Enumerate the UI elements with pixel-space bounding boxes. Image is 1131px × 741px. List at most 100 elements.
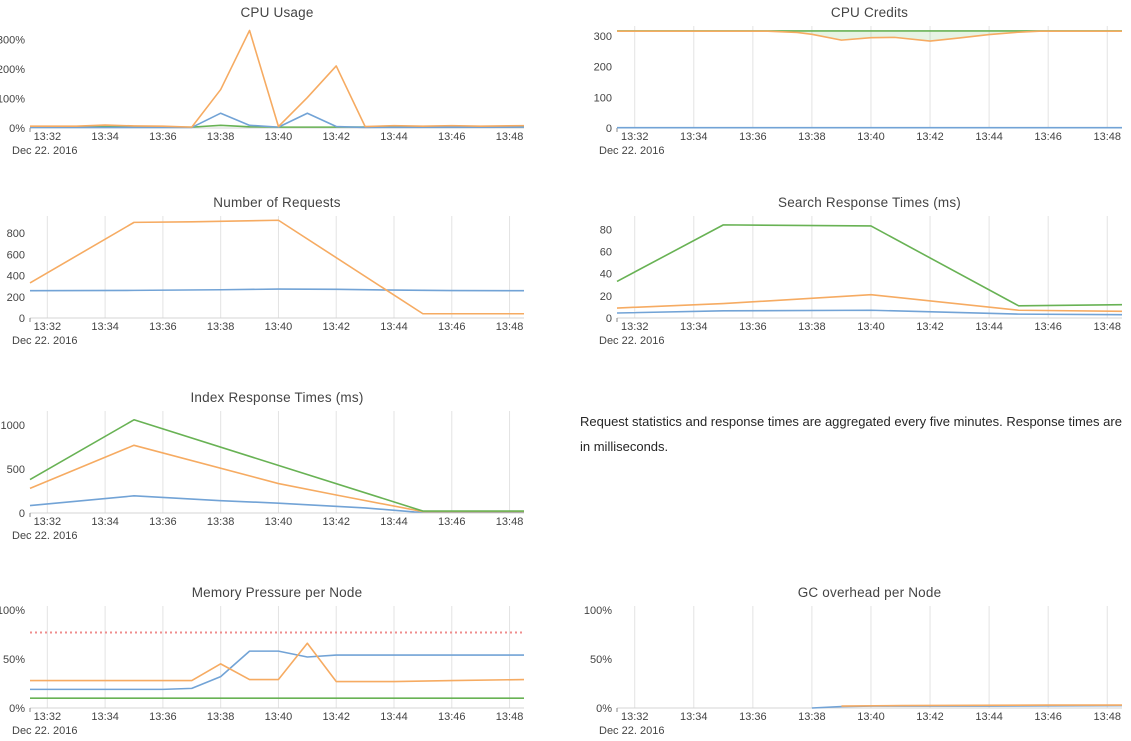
x-tick-label: 13:40 xyxy=(265,321,293,333)
x-tick-label: 13:40 xyxy=(857,711,885,723)
x-tick-label: 13:36 xyxy=(149,131,177,143)
date-label: Dec 22. 2016 xyxy=(12,725,77,737)
chart-search-response-times: Search Response Times (ms) 0 20 40 60 80 13:3… xyxy=(565,190,1131,350)
series-orange-line xyxy=(29,219,524,315)
memory-pressure-per-node-plot[interactable]: 0% 50% 100% 13:32 13:34 13:36 13:38 13:40 13:42 1… xyxy=(0,580,565,741)
series-orange-line xyxy=(30,642,525,683)
series-orange-line xyxy=(841,704,1122,707)
x-tick-label: 13:44 xyxy=(380,321,408,333)
x-tick-label: 13:46 xyxy=(438,131,466,143)
series-orange-line xyxy=(617,30,1122,42)
y-tick-label: 0 xyxy=(19,508,25,520)
y-tick-label: 200 xyxy=(594,62,612,74)
x-tick-label: 13:32 xyxy=(34,321,62,333)
x-tick-label: 13:40 xyxy=(857,321,885,333)
chart-title: CPU Usage xyxy=(240,5,314,20)
chart-title: CPU Credits xyxy=(830,5,909,20)
y-tick-label: 200 xyxy=(7,292,25,304)
series-blue-line xyxy=(29,495,525,513)
x-tick-label: 13:32 xyxy=(34,516,62,528)
x-tick-label: 13:40 xyxy=(857,131,885,143)
x-tick-label: 13:34 xyxy=(91,711,119,723)
x-tick-label: 13:32 xyxy=(621,711,649,723)
x-tick-label: 13:34 xyxy=(680,711,708,723)
series-blue-line xyxy=(30,650,524,691)
x-tick-label: 13:34 xyxy=(91,131,119,143)
y-tick-label: 1000 xyxy=(1,420,25,432)
x-tick-label: 13:32 xyxy=(621,321,649,333)
cpu-credits-plot[interactable]: 0 100 200 300 13:32 13:34 13:36 13:38 13:40 13:42… xyxy=(565,0,1131,160)
chart-title: GC overhead per Node xyxy=(797,585,942,600)
y-tick-label: 100% xyxy=(0,93,25,105)
x-tick-label: 13:42 xyxy=(916,131,944,143)
y-tick-label: 100 xyxy=(594,92,612,104)
x-tick-label: 13:46 xyxy=(438,516,466,528)
y-tick-label: 0% xyxy=(596,703,612,715)
series-green-line xyxy=(29,418,524,512)
gc-overhead-per-node-plot[interactable]: 0% 50% 100% 13:32 13:34 13:36 13:38 13:40 13:42 1… xyxy=(565,580,1131,741)
number-of-requests-plot[interactable]: 0 200 400 600 800 13:32 13:34 13:36 13:38 13:40 13… xyxy=(0,190,565,350)
chart-title: Memory Pressure per Node xyxy=(191,585,363,600)
chart-index-response-times: Index Response Times (ms) 0 500 1000 13:32 1… xyxy=(0,385,565,545)
credits-band-fill xyxy=(617,30,1122,42)
y-tick-label: 0 xyxy=(19,313,25,325)
x-tick-label: 13:42 xyxy=(916,711,944,723)
chart-gc-overhead-per-node: GC overhead per Node 0% 50% 100% 13:32 13:34… xyxy=(565,580,1131,741)
x-tick-label: 13:38 xyxy=(207,516,235,528)
x-tick-label: 13:48 xyxy=(496,516,524,528)
x-tick-label: 13:40 xyxy=(265,711,293,723)
cpu-usage-plot[interactable]: 0% 100% 200% 300% 13:32 13:34 13:36 13:38 13:40 1… xyxy=(0,0,565,160)
x-tick-label: 13:48 xyxy=(1093,131,1121,143)
y-tick-label: 0 xyxy=(606,313,612,325)
date-label: Dec 22. 2016 xyxy=(12,530,77,542)
x-tick-label: 13:44 xyxy=(975,321,1003,333)
x-tick-label: 13:42 xyxy=(322,516,350,528)
search-response-times-plot[interactable]: 0 20 40 60 80 13:32 13:34 13:36 13:38 13:40 13:42 1… xyxy=(565,190,1131,350)
note: Request statistics and response times ar… xyxy=(565,385,1131,545)
y-tick-label: 400 xyxy=(7,271,25,283)
y-tick-label: 20 xyxy=(600,291,612,303)
y-tick-label: 800 xyxy=(7,228,25,240)
x-tick-label: 13:46 xyxy=(438,711,466,723)
y-tick-label: 100% xyxy=(0,605,25,617)
y-tick-label: 0% xyxy=(9,703,25,715)
chart-memory-pressure-per-node: Memory Pressure per Node 0% 50% 100% 13:32 1… xyxy=(0,580,565,741)
x-tick-label: 13:38 xyxy=(798,131,826,143)
y-tick-label: 50% xyxy=(3,654,25,666)
y-tick-label: 0% xyxy=(9,123,25,135)
x-tick-label: 13:44 xyxy=(975,131,1003,143)
index-response-times-plot[interactable]: 0 500 1000 13:32 13:34 13:36 13:38 13:40 13:42 13… xyxy=(0,385,565,545)
y-tick-label: 300 xyxy=(594,31,612,43)
y-tick-label: 60 xyxy=(600,246,612,258)
date-label: Dec 22. 2016 xyxy=(599,725,664,737)
series-green-line xyxy=(616,224,1123,307)
x-tick-label: 13:36 xyxy=(149,711,177,723)
y-tick-label: 100% xyxy=(584,605,612,617)
x-tick-label: 13:38 xyxy=(798,711,826,723)
chart-number-of-requests: Number of Requests 0 200 400 600 800 13:32 13:… xyxy=(0,190,565,350)
note-text: Request statistics and response times ar… xyxy=(580,414,1122,454)
x-tick-label: 13:40 xyxy=(265,131,293,143)
x-tick-label: 13:42 xyxy=(322,321,350,333)
y-tick-label: 600 xyxy=(7,249,25,261)
x-tick-label: 13:34 xyxy=(91,516,119,528)
x-tick-label: 13:38 xyxy=(207,711,235,723)
series-orange-line xyxy=(29,444,524,513)
chart-cpu-usage: CPU Usage 0% 100% 200% 300% 13:32 13:34 13:36 1… xyxy=(0,0,565,160)
x-tick-label: 13:34 xyxy=(91,321,119,333)
x-tick-label: 13:32 xyxy=(34,131,62,143)
x-tick-label: 13:42 xyxy=(322,711,350,723)
x-tick-label: 13:44 xyxy=(380,131,408,143)
y-tick-label: 40 xyxy=(600,269,612,281)
y-tick-label: 500 xyxy=(7,464,25,476)
x-tick-label: 13:42 xyxy=(916,321,944,333)
date-label: Dec 22. 2016 xyxy=(599,145,664,157)
x-tick-label: 13:36 xyxy=(739,321,767,333)
x-tick-label: 13:42 xyxy=(322,131,350,143)
chart-cpu-credits: CPU Credits 0 100 200 300 13:32 13:34 13:36 13:… xyxy=(565,0,1131,160)
x-tick-label: 13:46 xyxy=(438,321,466,333)
x-tick-label: 13:32 xyxy=(621,131,649,143)
x-tick-label: 13:44 xyxy=(975,711,1003,723)
x-tick-label: 13:48 xyxy=(496,131,524,143)
